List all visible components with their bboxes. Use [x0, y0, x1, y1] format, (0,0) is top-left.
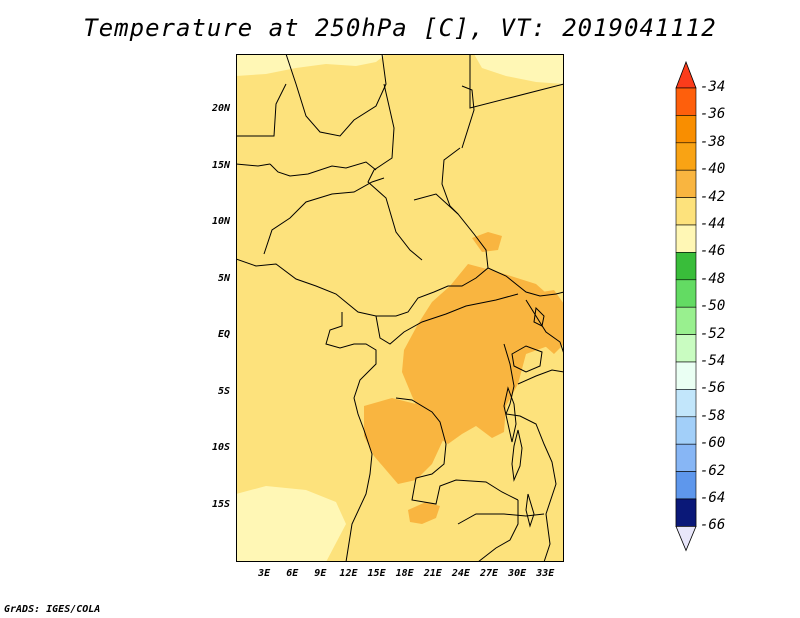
chart-title: Temperature at 250hPa [C], VT: 201904111…	[83, 14, 717, 42]
lon-label: 21E	[423, 568, 442, 579]
lon-label: 30E	[508, 568, 527, 579]
colorbar-bottom-arrow	[675, 526, 697, 552]
lon-label: 3E	[258, 568, 271, 579]
lakes	[503, 306, 545, 528]
colorbar-label: -42	[700, 188, 726, 205]
field-warm-center	[402, 264, 560, 444]
colorbar-label: -60	[700, 435, 726, 452]
colorbar-label: -52	[700, 325, 726, 342]
colorbar-label: -44	[700, 216, 726, 232]
colorbar-label: -34	[700, 79, 726, 95]
colorbar-label: -62	[700, 462, 726, 479]
colorbar-segment	[675, 334, 697, 363]
lon-label: 15E	[367, 568, 386, 579]
lon-label: 27E	[479, 568, 499, 579]
lon-label: 24E	[451, 568, 470, 579]
grads-credit: GrADS: IGES/COLA	[4, 604, 101, 615]
lat-label: 10S	[211, 442, 230, 454]
field-warm-small-1	[408, 502, 440, 524]
colorbar-segment	[675, 361, 697, 390]
field-warm-south	[364, 398, 444, 484]
colorbar-label: -48	[700, 270, 726, 287]
colorbar-segment	[675, 389, 697, 418]
lat-label: 15N	[211, 159, 230, 171]
colorbar-label: -40	[700, 161, 726, 178]
lat-label: EQ	[217, 329, 230, 341]
lon-label: 6E	[286, 568, 299, 579]
colorbar-segment	[675, 416, 697, 445]
temperature-map	[236, 54, 564, 562]
colorbar-label: -50	[700, 298, 726, 315]
colorbar-label: -54	[700, 353, 726, 369]
lon-label: 9E	[314, 568, 327, 579]
colorbar-segment	[675, 252, 697, 281]
colorbar-label: -58	[700, 407, 726, 424]
colorbar-segment	[675, 197, 697, 226]
colorbar-segment	[675, 224, 697, 253]
colorbar-segment	[675, 169, 697, 198]
field-warm-small-2	[472, 232, 502, 252]
colorbar-label: -66	[700, 517, 726, 534]
lon-label: 18E	[395, 568, 414, 579]
colorbar-segment	[675, 443, 697, 472]
field-warm-east	[530, 290, 564, 354]
colorbar-segment	[675, 498, 697, 527]
colorbar-segment	[675, 115, 697, 144]
lat-label: 5S	[217, 385, 230, 397]
lat-label: 15S	[211, 498, 230, 510]
colorbar-label: -38	[700, 133, 726, 150]
colorbar-segment	[675, 279, 697, 308]
lon-label: 12E	[339, 568, 358, 579]
field-cool-sw	[236, 486, 346, 562]
colorbar-label: -36	[700, 106, 726, 123]
field-cool-nw	[236, 54, 386, 76]
map-border	[236, 54, 564, 562]
colorbar-segment	[675, 306, 697, 335]
lat-label: 10N	[211, 216, 230, 228]
lat-label: 20N	[211, 103, 230, 115]
lon-label: 33E	[536, 568, 555, 579]
colorbar-label: -46	[700, 243, 726, 260]
colorbar-top-arrow	[675, 60, 697, 89]
colorbar-label: -64	[700, 490, 726, 506]
field-cool-ne	[474, 54, 564, 84]
colorbar-segment	[675, 471, 697, 500]
colorbar-label: -56	[700, 380, 726, 397]
colorbar	[675, 60, 697, 552]
colorbar-segment	[675, 142, 697, 171]
colorbar-segment	[675, 87, 697, 116]
lat-label: 5N	[217, 272, 230, 284]
country-borders	[236, 54, 564, 562]
